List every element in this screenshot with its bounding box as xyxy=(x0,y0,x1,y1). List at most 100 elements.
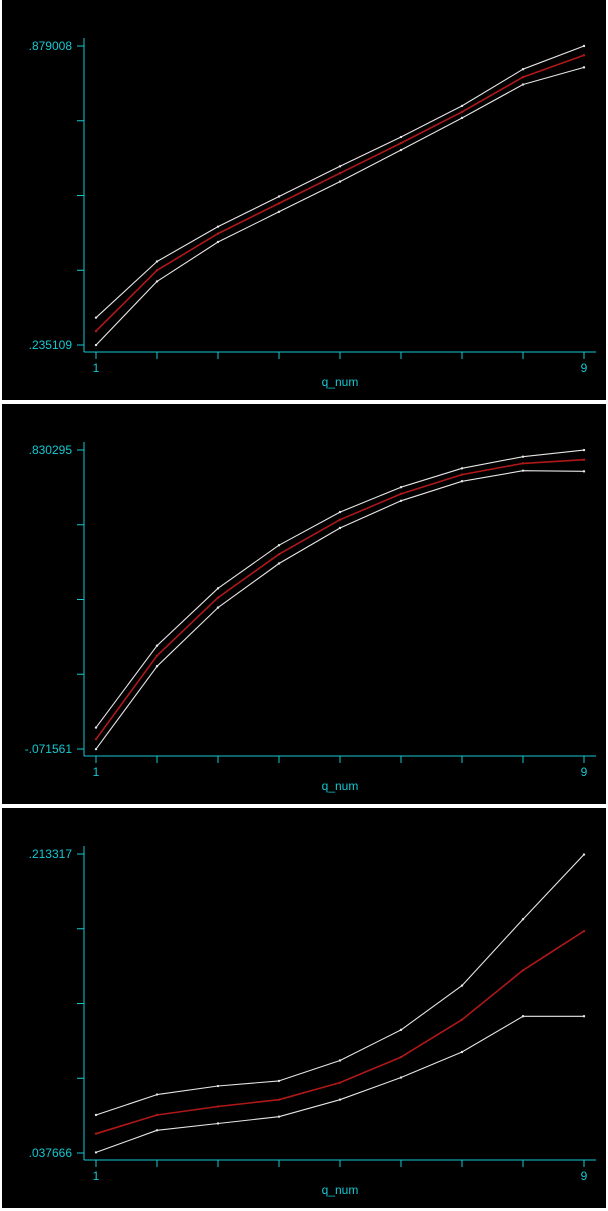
x-tick-label: 9 xyxy=(581,765,588,779)
data-point-lower xyxy=(277,1115,281,1118)
y-tick-label: -.071561 xyxy=(25,742,73,756)
data-point-upper xyxy=(521,455,525,458)
data-point-lower xyxy=(338,526,342,530)
data-point-upper xyxy=(521,918,525,921)
data-point-lower xyxy=(277,562,281,565)
series-line-estimate xyxy=(95,458,585,740)
data-point-estimate xyxy=(155,269,159,272)
data-point-upper xyxy=(155,644,159,647)
data-point-estimate xyxy=(94,737,98,741)
y-tick-label: .037666 xyxy=(29,1146,73,1160)
data-point-estimate xyxy=(216,1105,220,1108)
data-point-upper xyxy=(94,316,98,319)
data-point-estimate xyxy=(94,329,98,333)
data-point-estimate xyxy=(582,458,586,461)
x-tick-label: 9 xyxy=(581,1169,588,1183)
data-point-lower xyxy=(582,1015,586,1018)
data-point-upper xyxy=(277,544,281,547)
data-point-upper xyxy=(460,467,464,470)
data-point-lower xyxy=(460,480,464,483)
data-point-lower xyxy=(94,747,98,751)
data-point-lower xyxy=(216,1122,220,1125)
data-point-upper xyxy=(460,104,464,108)
data-point-lower xyxy=(216,606,220,609)
data-point-estimate xyxy=(277,553,281,556)
data-point-upper xyxy=(277,195,281,198)
chart-panel-3: .213317 .037666 1 9 q_num xyxy=(2,808,606,1208)
data-point-estimate xyxy=(338,172,342,175)
data-point-estimate xyxy=(94,1132,98,1135)
chart-1: .235109 .879008 1 9 q_num xyxy=(29,38,596,389)
data-point-lower xyxy=(94,1151,98,1154)
data-point-estimate xyxy=(460,473,464,476)
data-point-lower xyxy=(399,1076,403,1079)
data-point-estimate xyxy=(521,75,525,79)
data-point-upper xyxy=(216,225,220,228)
data-point-upper xyxy=(399,1028,403,1032)
data-point-estimate xyxy=(460,110,464,114)
data-point-upper xyxy=(582,44,586,48)
data-point-lower xyxy=(277,210,281,213)
data-point-estimate xyxy=(155,654,159,657)
x-axis-title: q_num xyxy=(322,375,359,389)
x-axis-title: q_num xyxy=(322,1183,359,1197)
data-point-lower xyxy=(399,499,403,503)
data-point-estimate xyxy=(338,518,342,521)
data-point-lower xyxy=(338,1098,342,1101)
data-point-lower xyxy=(582,66,586,69)
chart-3: .213317 .037666 1 9 q_num xyxy=(29,846,596,1197)
data-point-lower xyxy=(338,180,342,183)
data-point-estimate xyxy=(460,1018,464,1021)
data-point-upper xyxy=(399,486,403,489)
data-point-lower xyxy=(521,83,525,86)
data-point-estimate xyxy=(521,462,525,465)
data-point-lower xyxy=(216,240,220,244)
data-point-upper xyxy=(399,135,403,139)
data-point-lower xyxy=(460,1050,464,1054)
data-point-lower xyxy=(582,470,586,473)
data-point-upper xyxy=(338,1059,342,1062)
series-line-estimate xyxy=(95,54,585,332)
data-point-lower xyxy=(155,280,159,283)
data-point-upper xyxy=(155,260,159,263)
y-tick-label: .879008 xyxy=(29,39,73,53)
data-point-estimate xyxy=(338,1081,342,1084)
data-point-estimate xyxy=(582,54,586,57)
series-line-upper xyxy=(95,449,585,728)
data-point-estimate xyxy=(155,1113,159,1117)
data-point-upper xyxy=(582,853,586,856)
data-point-estimate xyxy=(277,1098,281,1101)
data-point-lower xyxy=(155,665,159,668)
chart-2: .830295 -.071561 1 9 q_num xyxy=(25,442,596,793)
data-point-upper xyxy=(216,1084,220,1088)
x-tick-label: 1 xyxy=(93,361,100,375)
data-point-estimate xyxy=(277,202,281,205)
data-point-lower xyxy=(399,148,403,152)
chart-panel-2: .830295 -.071561 1 9 q_num xyxy=(2,404,606,804)
data-point-upper xyxy=(277,1079,281,1083)
data-point-upper xyxy=(338,165,342,168)
data-point-upper xyxy=(94,1113,98,1117)
y-tick-label: .235109 xyxy=(29,338,73,352)
data-point-estimate xyxy=(521,969,525,972)
data-point-upper xyxy=(521,68,525,71)
data-point-estimate xyxy=(216,596,220,599)
y-tick-label: .830295 xyxy=(29,443,73,457)
data-point-estimate xyxy=(582,929,586,933)
data-point-upper xyxy=(155,1093,159,1096)
data-point-estimate xyxy=(216,232,220,235)
chart-panel-1: .235109 .879008 1 9 q_num xyxy=(2,0,606,400)
data-point-upper xyxy=(582,448,586,452)
data-point-estimate xyxy=(399,492,403,496)
data-point-lower xyxy=(521,469,525,472)
x-tick-label: 9 xyxy=(581,361,588,375)
data-point-upper xyxy=(460,984,464,987)
data-point-lower xyxy=(94,343,98,347)
x-tick-label: 1 xyxy=(93,765,100,779)
data-point-upper xyxy=(94,726,98,729)
data-point-estimate xyxy=(399,141,403,145)
x-axis-title: q_num xyxy=(322,779,359,793)
series-line-upper xyxy=(95,854,585,1116)
data-point-lower xyxy=(521,1015,525,1018)
data-point-lower xyxy=(460,116,464,120)
